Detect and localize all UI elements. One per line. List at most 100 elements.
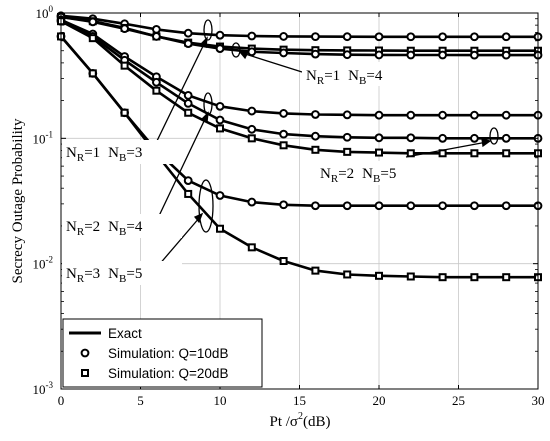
data-point-square [184, 189, 193, 198]
annotation-nr1-nb4-bg [302, 62, 424, 86]
data-point-circle [279, 109, 289, 118]
arrow-nr2-nb5 [405, 141, 488, 158]
annotation-nr2-nb5-sub-r: R [331, 173, 339, 185]
data-point-circle [342, 50, 352, 60]
data-point-circle [374, 110, 384, 120]
data-point-circle [501, 133, 511, 143]
data-point-circle [342, 132, 352, 142]
data-point-circle [247, 106, 257, 116]
data-point-circle [501, 110, 511, 120]
arrow-nr3-nb5-head [193, 212, 204, 224]
x-tick-label: 15 [293, 393, 306, 408]
x-axis-title-prefix: Pt / [269, 414, 290, 430]
annotation-nr2-nb4-eq-b: = [126, 219, 134, 235]
annotation-nr3-nb5: NR=3 NB=5 [62, 261, 182, 285]
data-point-circle [215, 115, 225, 125]
annotation-nr1-nb4-sub-b: B [359, 75, 366, 87]
data-point-circle [406, 110, 416, 120]
arrow-nr1-nb3 [154, 41, 206, 146]
annotation-nr2-nb4-sub-r: R [77, 226, 85, 238]
data-point-square [406, 272, 415, 281]
x-axis-title-sigma: σ [290, 414, 298, 430]
series-line [60, 18, 538, 117]
data-point-circle [247, 31, 257, 41]
ellipse-nr1 [203, 19, 213, 41]
data-point-circle [311, 49, 320, 59]
data-point-square [279, 141, 288, 150]
arrow-nr2-nb4 [157, 116, 207, 219]
data-point-circle [247, 124, 257, 134]
annotation-nr1-nb4: NR=1 NB=4 [302, 62, 424, 87]
arrow-nr1-nb3-head [199, 36, 208, 49]
data-point-circle [279, 32, 289, 41]
annotation-nr2-nb5: NR=2 NB=5 [316, 161, 436, 185]
data-point-circle [279, 200, 289, 210]
legend-box [62, 318, 263, 388]
data-point-circle [152, 77, 161, 87]
arrow-nr1-nb4 [241, 52, 303, 73]
annotation-nr1-nb3-bg [62, 140, 182, 164]
annotation-nr3-nb5-sub-r: R [77, 273, 85, 285]
legend-square-marker [81, 369, 89, 377]
data-point-circle [438, 201, 448, 211]
data-point-square [152, 86, 161, 95]
annotation-nr2-nb4: NR=2 NB=4 [62, 214, 182, 238]
data-point-circle [438, 133, 448, 143]
data-point-square [311, 266, 320, 275]
data-point-circle [183, 91, 193, 100]
annotation-nr1-nb4-nb: N [348, 68, 359, 84]
data-point-circle [374, 32, 384, 42]
data-point-circle [215, 44, 225, 53]
annotation-nr3-nb5-eq-r: = [84, 266, 92, 282]
x-tick-label: 0 [58, 393, 65, 408]
ellipse-nr1-nb4 [231, 42, 241, 58]
data-point-circle [406, 50, 416, 60]
arrow-nr2-nb5-head [481, 138, 492, 148]
annotation-nr1-nb3-eq-r: = [84, 145, 92, 161]
data-point-circle [374, 133, 384, 143]
data-point-circle [215, 101, 225, 111]
x-axis-title: Pt /σ2(dB) [269, 411, 330, 430]
annotation-nr1-nb3-nb: N [108, 145, 119, 161]
data-point-circle [374, 201, 384, 211]
data-point-square [120, 108, 129, 117]
y-tick-base: 10 [36, 6, 49, 21]
data-point-circle [470, 110, 479, 120]
annotation-nr1-nb3-sub-b: B [119, 152, 126, 164]
y-tick-exponent: 0 [49, 4, 54, 14]
data-point-square [88, 69, 97, 78]
annotation-nr2-nb5-sub-b: B [373, 173, 380, 185]
data-point-circle [501, 201, 511, 211]
y-tick-exponent: -1 [46, 129, 54, 139]
data-point-circle [406, 133, 416, 143]
annotation-nr3-nb5-nb: N [108, 266, 119, 282]
annotation-nr1-nb4-sub-r: R [317, 75, 325, 87]
data-point-circle [406, 201, 416, 211]
annotation-nr3-nb5-b: 5 [135, 266, 143, 282]
series-group [56, 11, 543, 282]
data-point-square [184, 108, 193, 117]
data-point-square [343, 270, 352, 279]
annotation-nr1-nb3: NR=1 NB=3 [62, 140, 182, 164]
y-tick-base: 10 [33, 382, 46, 397]
x-tick-label: 20 [373, 393, 386, 408]
data-point-circle [247, 47, 257, 57]
y-tick-label: 10-3 [33, 380, 54, 397]
annotation-nr2-nb4-sub-b: B [119, 226, 126, 238]
ellipse-nr2-nb5 [489, 127, 499, 145]
annotation-nr2-nb5-eq-b: = [380, 166, 388, 182]
data-point-circle [183, 39, 193, 48]
annotation-nr2-nb5-nb: N [362, 166, 373, 182]
data-point-circle [501, 32, 511, 42]
data-point-circle [88, 17, 98, 27]
data-point-circle [183, 98, 193, 108]
data-point-circle [215, 191, 225, 200]
annotation-arrows [154, 36, 492, 267]
data-point-square [470, 149, 479, 158]
data-point-square [375, 148, 383, 157]
annotation-nr2-nb4-b: 4 [135, 219, 143, 235]
annotation-nr3-nb5-eq-b: = [126, 266, 134, 282]
data-point-circle [311, 131, 320, 141]
data-point-square [438, 273, 447, 282]
